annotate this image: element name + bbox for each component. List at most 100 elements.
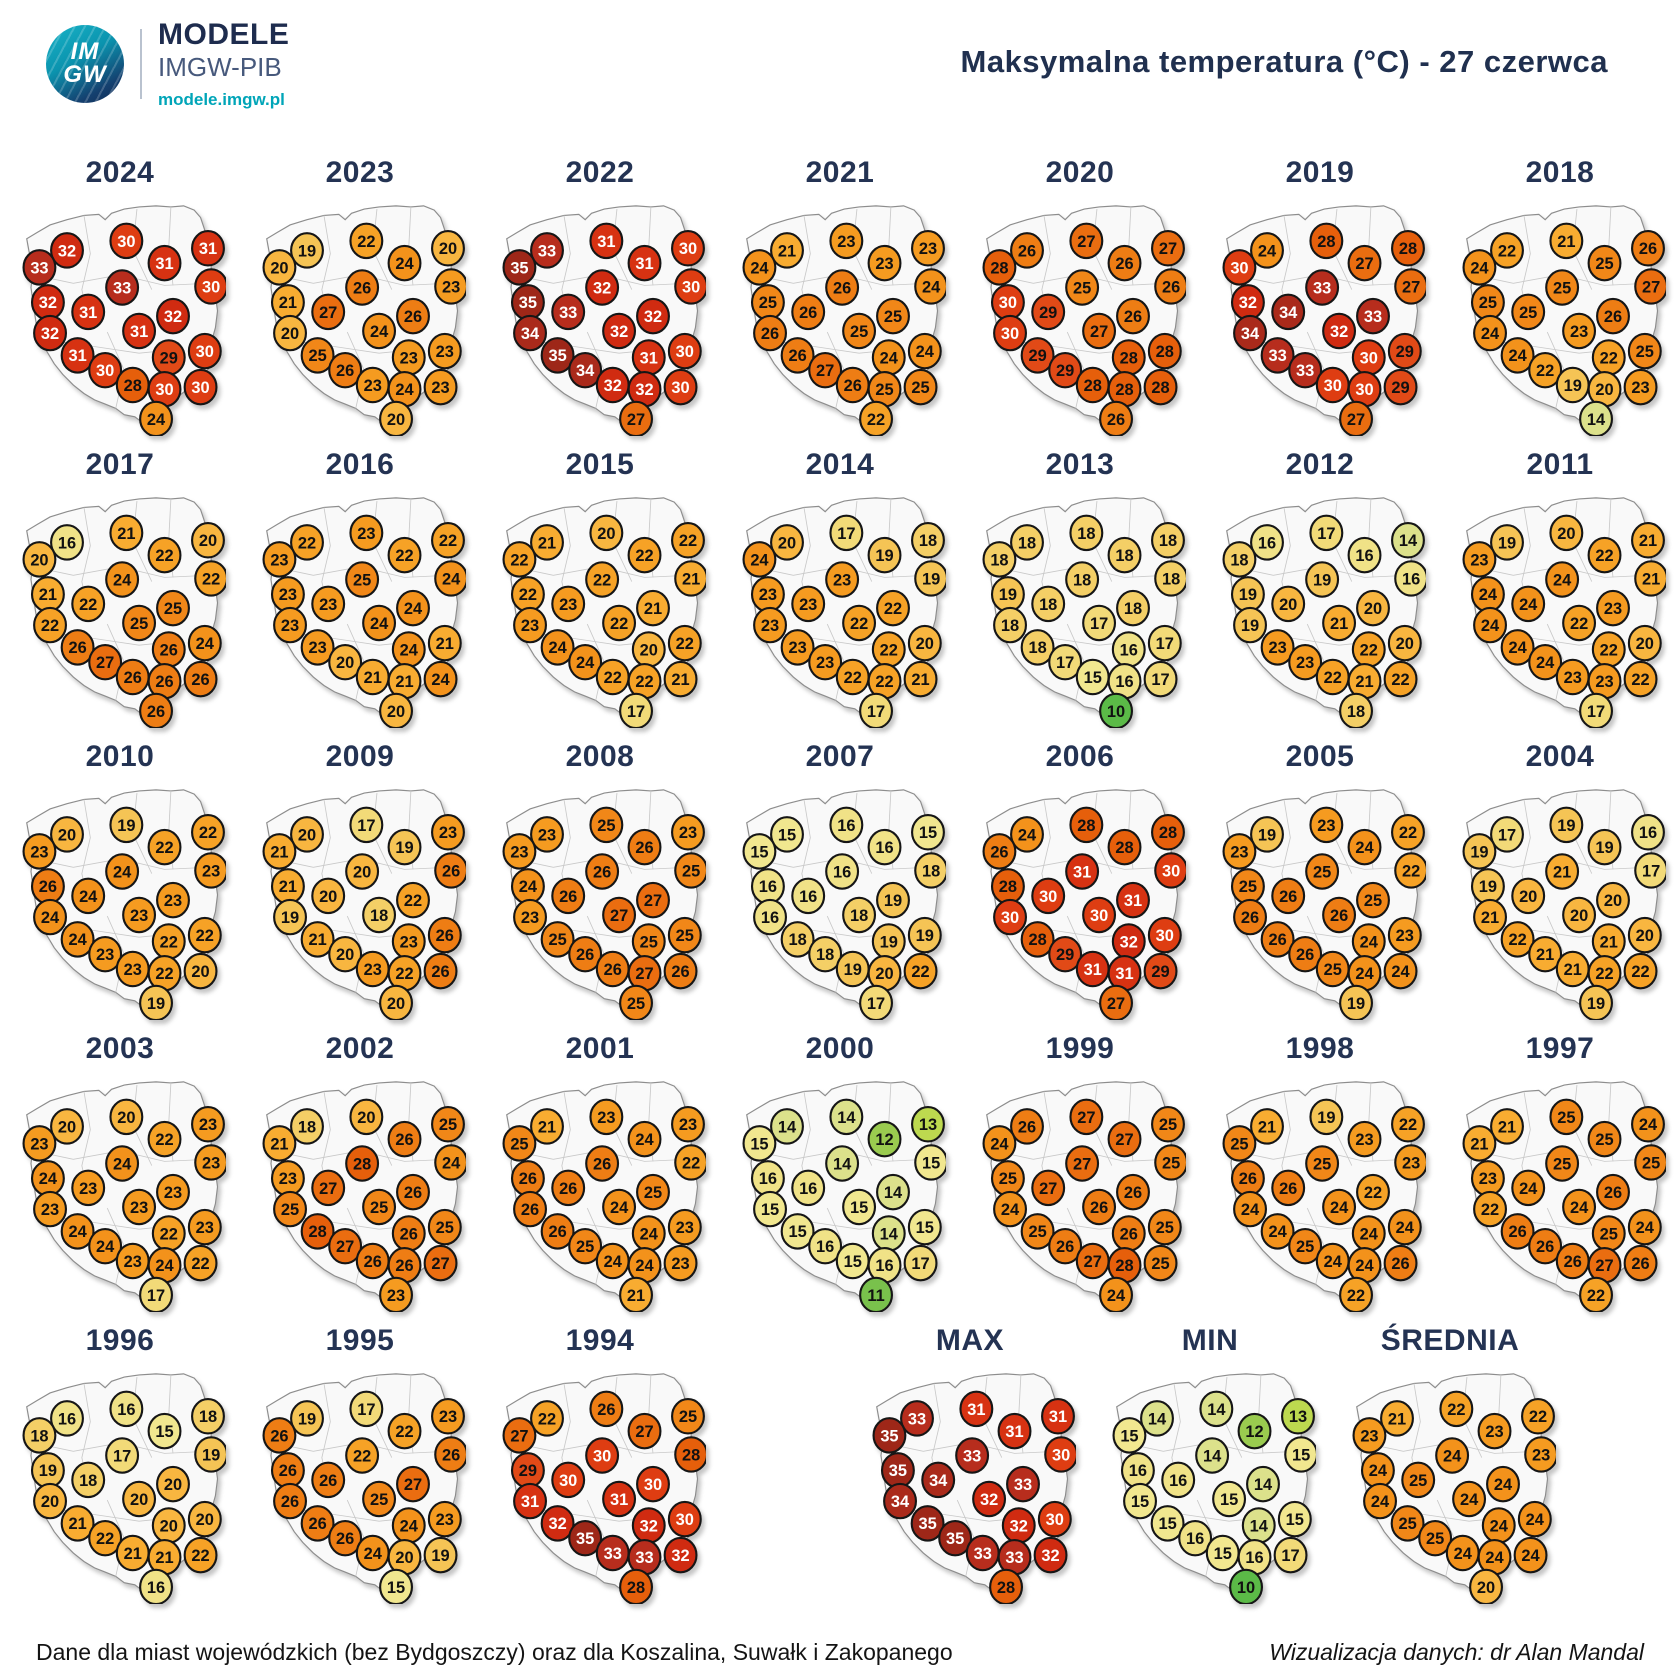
temp-value: 26 (1115, 255, 1133, 273)
temp-circle (589, 806, 624, 844)
temp-circle (1383, 1244, 1418, 1282)
temp-circle (88, 935, 123, 973)
temp-circle (1154, 1144, 1186, 1181)
temp-value: 29 (1151, 963, 1169, 981)
temp-value: 21 (395, 673, 413, 691)
temp-value: 22 (610, 615, 628, 633)
temp-value: 29 (519, 1462, 537, 1480)
temp-circle (1339, 984, 1373, 1020)
temp-value: 17 (1498, 826, 1516, 844)
temp-circle (903, 660, 938, 698)
panel-2003: 2003 20 20 22 23 23 23 24 24 23 23 23 23 23 24 22 24 23 24… (0, 1024, 240, 1316)
temp-value: 21 (1481, 909, 1499, 927)
temp-marker-Rzeszów: 17 (1143, 660, 1178, 698)
temp-circle (1031, 1169, 1066, 1207)
temp-marker-Toruń: 25 (1545, 1145, 1580, 1182)
temp-value: 33 (1364, 308, 1382, 326)
temp-marker-Łódź: 27 (1082, 312, 1117, 350)
temp-circle (663, 952, 698, 990)
temp-marker-Katowice: 31 (1075, 950, 1110, 988)
temp-marker-Rzeszów: 23 (663, 1244, 698, 1282)
temp-circle (627, 244, 662, 282)
temp-marker-Zakopane: 17 (1579, 692, 1613, 728)
panel-title-2024: 2024 (85, 156, 155, 189)
temp-marker-Rzeszów: 25 (1143, 1244, 1178, 1282)
temp-value: 22 (155, 965, 173, 983)
temp-value: 19 (875, 547, 893, 565)
temp-value: 15 (1220, 1491, 1238, 1509)
temp-value: 19 (916, 927, 934, 945)
temp-value: 26 (1018, 1118, 1036, 1136)
temp-circle (1031, 877, 1066, 915)
temp-value: 22 (538, 1410, 556, 1428)
temp-marker-Kielce: 25 (631, 923, 666, 960)
temp-value: 23 (442, 278, 460, 296)
temp-marker-Kielce: 16 (1111, 631, 1146, 668)
temp-value: 30 (682, 278, 700, 296)
panels-grid: 2024 32 30 31 31 33 30 33 32 31 32 32 31 30 31 29 30 28 30… (0, 148, 1680, 1608)
temp-value: 20 (1570, 907, 1588, 925)
temp-marker-Szczecin: 20 (22, 541, 57, 578)
temp-value: 22 (155, 839, 173, 857)
temp-marker-Poznań: 34 (921, 1461, 956, 1499)
temp-marker-Katowice: 24 (595, 1242, 630, 1280)
temp-marker-Szczecin: 15 (742, 833, 777, 870)
temp-marker-Wrocław: 23 (300, 629, 335, 666)
temp-value: 32 (1041, 1547, 1059, 1565)
temp-marker-Poznań: 23 (71, 1169, 106, 1207)
logo-brand: MODELE (158, 18, 290, 51)
temp-value: 16 (799, 1180, 817, 1198)
temp-circle (139, 400, 173, 436)
temp-circle (50, 524, 84, 561)
temp-circle (139, 1276, 173, 1312)
temp-value: 22 (1447, 1401, 1465, 1419)
temp-value: 24 (113, 1155, 132, 1173)
temp-marker-Szczecin: 23 (502, 833, 537, 870)
temp-marker-Suwałki: 23 (671, 814, 705, 851)
temp-value: 16 (147, 1579, 165, 1597)
temp-circle (1065, 269, 1100, 306)
temp-circle (1271, 1169, 1306, 1207)
temp-value: 30 (155, 381, 173, 399)
temp-marker-Kielce: 24 (391, 631, 426, 668)
temp-marker-Suwałki: 30 (671, 230, 705, 267)
temp-circle (273, 314, 307, 352)
temp-value: 22 (395, 547, 413, 565)
temp-marker-Gdańsk: 23 (589, 1098, 624, 1136)
temp-value: 18 (1073, 571, 1091, 589)
temp-circle (1549, 514, 1584, 552)
temp-value: 24 (1553, 571, 1572, 589)
temp-circle (1545, 561, 1580, 598)
temp-marker-Łódź: 25 (362, 1188, 397, 1226)
temp-marker-Olsztyn: 23 (1477, 1412, 1512, 1450)
temp-marker-Zielona Góra: 15 (753, 1190, 787, 1228)
temp-marker-Zakopane: 14 (1579, 400, 1613, 436)
temp-marker-Białystok: 23 (1394, 1144, 1426, 1181)
temp-value: 33 (1296, 362, 1314, 380)
temp-marker-Zielona Góra: 32 (33, 314, 67, 352)
temp-circle (1435, 1437, 1470, 1474)
panel-row-5: 1996 16 16 15 18 18 19 17 19 18 20 20 20 20 21 20 22 21 21… (0, 1316, 1680, 1608)
temp-marker-Poznań: 27 (311, 293, 346, 331)
temp-marker-Koszalin: 15 (770, 816, 804, 853)
temp-circle (1391, 522, 1425, 559)
temp-marker-Szczecin: 19 (1462, 833, 1497, 870)
temp-circle (1545, 1145, 1580, 1182)
temp-value: 19 (1595, 839, 1613, 857)
temp-marker-Rzeszów: 27 (423, 1244, 458, 1282)
temp-circle (349, 222, 384, 260)
temp-value: 20 (597, 525, 615, 543)
temp-value: 22 (1364, 1184, 1382, 1202)
temp-marker-Zielona Góra: 26 (273, 1482, 307, 1520)
temp-marker-Olsztyn: 23 (1347, 1120, 1382, 1158)
temp-circle (427, 1208, 462, 1246)
temp-marker-Opole: 20 (328, 935, 363, 973)
temp-value: 27 (1077, 233, 1095, 251)
temp-value: 35 (889, 1462, 907, 1480)
temp-value: 31 (967, 1401, 985, 1419)
temp-marker-Łódź: 21 (1322, 604, 1357, 642)
panel-1995: 1995 19 17 22 23 26 26 22 26 26 27 26 25 23 26 24 26 24 20… (240, 1316, 480, 1608)
